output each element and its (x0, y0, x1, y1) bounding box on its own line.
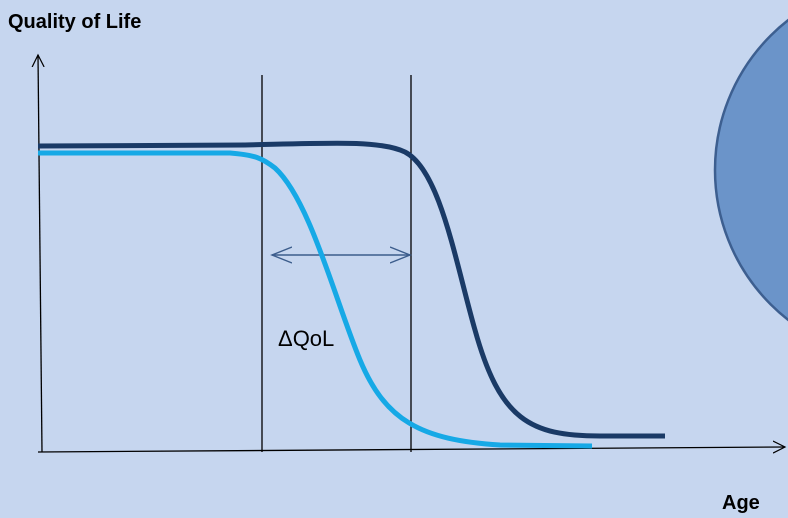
x-axis-label: Age (722, 492, 760, 514)
dark-curve (37, 140, 665, 439)
circle (713, 18, 788, 322)
light-curve (38, 150, 593, 449)
y-axis (38, 55, 42, 453)
delta-label: ΔQoL (278, 326, 334, 351)
y-axis-label: Quality of Life (8, 11, 141, 33)
